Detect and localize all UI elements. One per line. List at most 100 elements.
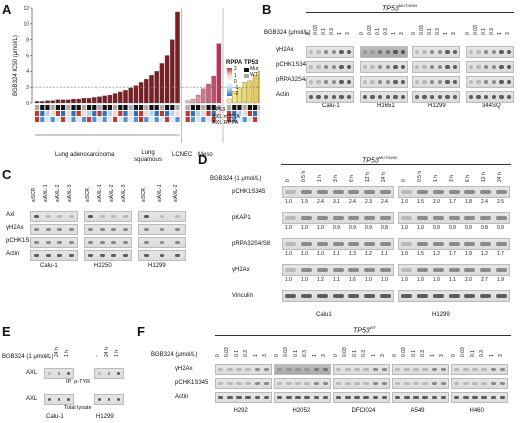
blot-h2250-2 xyxy=(84,237,132,248)
quant-value: 1.5 xyxy=(417,199,424,205)
cell-label: H292 xyxy=(233,408,248,414)
ip-label: IP: p-TYR xyxy=(66,379,91,385)
quant-value: 1.6 xyxy=(349,277,356,283)
axl-rppa-cell xyxy=(40,117,45,122)
band xyxy=(111,227,117,232)
band xyxy=(414,65,420,69)
axl-rppa-cell xyxy=(237,117,242,122)
band xyxy=(448,294,460,298)
axl-mrna-cell xyxy=(40,111,45,116)
band xyxy=(394,367,401,372)
band xyxy=(245,367,251,372)
bar xyxy=(34,101,40,104)
blot-h1299-1 xyxy=(412,61,460,73)
band xyxy=(122,253,128,258)
axl-rppa-cell xyxy=(113,117,118,122)
axl-rppa-cell xyxy=(102,117,107,122)
quant-value: 0.9 xyxy=(433,225,440,231)
legend-tick: 0 xyxy=(234,79,237,85)
axl-mrna-cell xyxy=(185,111,190,116)
panel-label-f: F xyxy=(137,324,145,339)
band xyxy=(34,227,40,232)
blot-344sq-0 xyxy=(466,46,514,58)
axl-mrna-cell xyxy=(107,111,112,116)
axl-mrna-cell xyxy=(76,111,81,116)
band xyxy=(468,50,474,54)
blot-344sq-3 xyxy=(466,91,514,103)
band xyxy=(308,50,314,54)
cell-label: H2052 xyxy=(292,408,311,414)
band xyxy=(88,214,94,219)
blot-a549-0 xyxy=(392,364,449,375)
tp53-cell xyxy=(87,105,92,110)
row-actin: Actin xyxy=(6,251,20,257)
treat-label: BGB324 (μmol/L) xyxy=(151,352,198,358)
quant-value: 3.1 xyxy=(333,199,340,205)
blot-h1651-0 xyxy=(360,46,408,58)
bar xyxy=(97,96,102,104)
band xyxy=(370,80,375,84)
quant-value: 1.0 xyxy=(301,225,308,231)
blot-h460-2 xyxy=(451,392,508,403)
axl-rppa-cell xyxy=(97,117,102,122)
y-tick-label: 6 xyxy=(26,53,29,59)
band xyxy=(404,367,410,372)
panel-d: D TP53MUT/DHD BGB324 (1 μmol/L) Calu1 H1… xyxy=(196,150,520,320)
legend-mut: Mut xyxy=(250,66,259,72)
dose-tick: 3 xyxy=(498,354,505,357)
quant-value: 2.7 xyxy=(481,277,488,283)
row-label: γH2Ax xyxy=(232,267,250,273)
bar xyxy=(50,100,55,104)
tp53-cell xyxy=(159,105,164,110)
axl-rppa-cell xyxy=(149,117,154,122)
axl-rppa-cell xyxy=(185,117,190,122)
axl-rppa-cell xyxy=(159,117,164,122)
axl-rppa-cell xyxy=(87,117,92,122)
axl-rppa-cell xyxy=(258,117,260,122)
row-label: pKAP1 xyxy=(232,215,251,221)
band xyxy=(394,395,401,400)
blot-calu-1-3 xyxy=(30,250,78,261)
band xyxy=(159,214,165,219)
band xyxy=(57,253,63,258)
axl-mrna-cell xyxy=(154,111,159,116)
quant-value: 1.0 xyxy=(301,277,308,283)
quant-value: 1.0 xyxy=(401,251,408,257)
band xyxy=(483,65,489,69)
time-label: 24 h xyxy=(497,172,503,182)
band xyxy=(45,240,51,245)
panel-label-b: B xyxy=(262,2,272,17)
tp53-cell xyxy=(258,105,260,110)
y-tick-label: 8 xyxy=(26,37,29,43)
blot-total-1 xyxy=(94,394,124,405)
tp53-cell xyxy=(107,105,112,110)
band xyxy=(144,240,149,245)
band xyxy=(99,214,105,219)
blot-h1299-3 xyxy=(412,91,460,103)
dose-tick: 0 xyxy=(465,32,471,35)
band xyxy=(370,95,375,99)
dose-tick: 0 xyxy=(359,32,365,35)
bar xyxy=(258,71,260,104)
tp53-cell xyxy=(185,105,190,110)
band xyxy=(448,242,460,246)
band xyxy=(463,381,469,386)
axl-mrna-cell xyxy=(55,111,60,116)
band xyxy=(301,268,313,272)
band xyxy=(495,242,507,246)
axl-mrna-cell xyxy=(139,111,144,116)
dose-tick: 0 xyxy=(391,354,398,357)
bar xyxy=(185,100,190,104)
y-tick-label: 4 xyxy=(26,69,29,75)
blot-calu1-0 xyxy=(282,186,394,198)
lane-label: 1 h xyxy=(114,350,120,357)
bar xyxy=(60,99,66,104)
axl-rppa-cell xyxy=(227,117,232,122)
band xyxy=(88,240,94,245)
band xyxy=(495,294,507,298)
legend-wt: WT xyxy=(250,72,258,78)
blot-a549-1 xyxy=(392,378,449,389)
band xyxy=(66,397,70,402)
quant-value: 1.0 xyxy=(401,199,408,205)
